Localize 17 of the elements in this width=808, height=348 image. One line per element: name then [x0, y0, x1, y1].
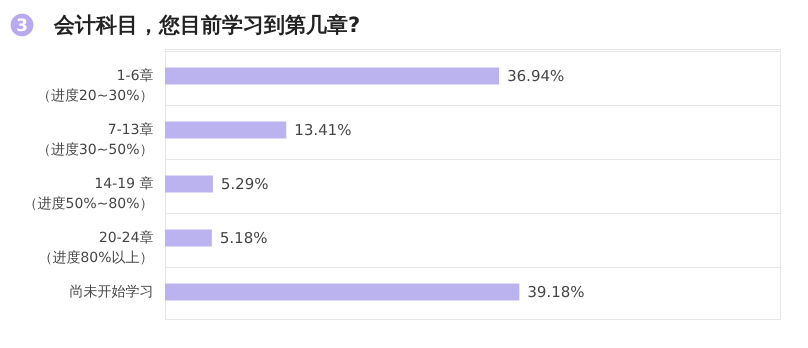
data-label: 5.18% [220, 229, 268, 247]
data-label: 36.94% [507, 67, 564, 85]
bar [165, 122, 286, 138]
text: 3 [16, 16, 28, 36]
bar [165, 68, 500, 84]
data-label: 13.41% [294, 121, 352, 139]
y-tick-label: 尚未开始学习 [70, 284, 154, 300]
bar [165, 176, 213, 192]
data-label: 39.18% [527, 283, 585, 301]
bar [165, 284, 520, 300]
y-tick-label: 1-6章（进度20~30%） [36, 68, 154, 104]
chart-title: 会计科目，您目前学习到第几章? [53, 13, 360, 37]
data-label: 5.29% [220, 175, 268, 193]
bar [165, 230, 212, 246]
y-tick-label: 20-24章（进度80%以上） [38, 230, 154, 266]
y-tick-label: 14-19 章（进度50%~80%） [24, 176, 154, 212]
y-tick-label: 7-13章（进度30~50%） [36, 122, 154, 158]
